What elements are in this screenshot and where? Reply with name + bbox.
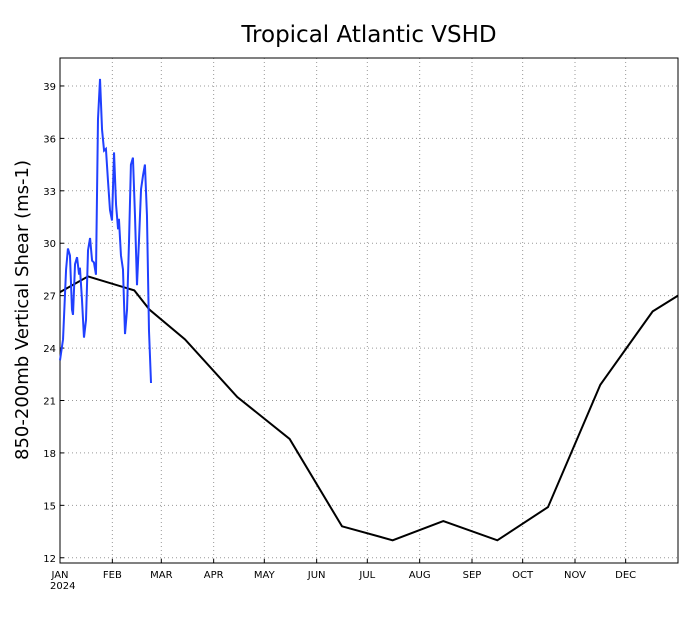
x-tick-label: NOV [564,570,586,581]
data-line [59,275,679,542]
y-tick-label: 39 [43,82,56,93]
y-tick-label: 30 [43,239,56,250]
y-tick-label: 24 [43,344,56,355]
y-axis-label: 850-200mb Vertical Shear (ms-1) [12,160,33,460]
x-tick-label: MAR [150,570,172,581]
x-tick-label: JAN [50,570,68,581]
y-tick-label: 12 [43,554,56,565]
x-tick-label: SEP [463,570,482,581]
plot-frame [59,57,679,564]
x-tick-label: APR [204,570,224,581]
x-tick-label: JUL [358,570,375,581]
y-tick-label: 36 [43,134,56,145]
x-tick-label: JUN [307,570,326,581]
data-line [59,78,153,384]
y-tick-label: 27 [43,292,56,303]
x-sublabel: 2024 [50,581,75,592]
x-tick-label: MAY [254,570,276,581]
y-tick-label: 33 [43,187,56,198]
x-tick-label: DEC [615,570,636,581]
chart-title: Tropical Atlantic VSHD [240,22,496,48]
y-tick-label: 15 [43,501,56,512]
x-tick-label: AUG [409,570,431,581]
y-tick-label: 18 [43,449,56,460]
x-tick-label: FEB [103,570,122,581]
x-tick-label: OCT [512,570,534,581]
y-tick-label: 21 [43,396,56,407]
